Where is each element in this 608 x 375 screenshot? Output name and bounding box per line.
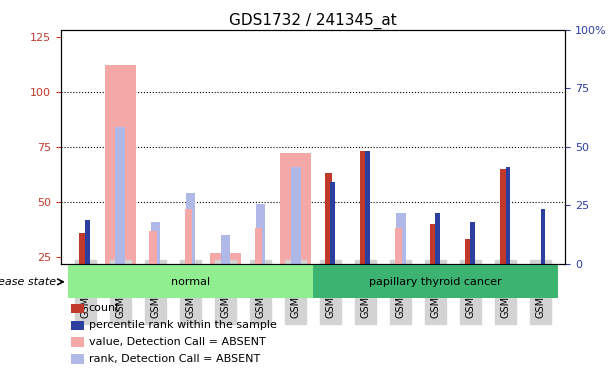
FancyBboxPatch shape (313, 266, 558, 298)
Bar (291, 166, 300, 264)
Bar (500, 169, 508, 264)
Bar (330, 182, 335, 264)
Bar (71, 304, 83, 313)
Bar (116, 127, 125, 264)
Bar (71, 338, 83, 347)
Text: count: count (89, 303, 120, 313)
Bar (471, 222, 475, 264)
Bar (255, 204, 266, 264)
Bar (71, 321, 83, 330)
Bar (465, 239, 472, 264)
Bar (105, 65, 136, 264)
Bar (541, 209, 545, 264)
Bar (221, 235, 230, 264)
Bar (71, 354, 83, 364)
Bar (280, 153, 311, 264)
Bar (255, 228, 262, 264)
Bar (210, 253, 241, 264)
Text: papillary thyroid cancer: papillary thyroid cancer (370, 277, 502, 287)
Bar (395, 228, 402, 264)
Bar (396, 213, 406, 264)
Text: value, Detection Call = ABSENT: value, Detection Call = ABSENT (89, 337, 265, 347)
Bar (430, 224, 438, 264)
FancyBboxPatch shape (68, 266, 313, 298)
Bar (80, 233, 87, 264)
Bar (185, 193, 195, 264)
Bar (435, 213, 440, 264)
Bar (325, 173, 333, 264)
Bar (85, 220, 90, 264)
Text: normal: normal (171, 277, 210, 287)
Bar (360, 151, 367, 264)
Text: rank, Detection Call = ABSENT: rank, Detection Call = ABSENT (89, 354, 260, 364)
Text: percentile rank within the sample: percentile rank within the sample (89, 320, 277, 330)
Bar (150, 231, 157, 264)
Text: disease state: disease state (0, 277, 56, 287)
Title: GDS1732 / 241345_at: GDS1732 / 241345_at (229, 12, 397, 28)
Bar (151, 222, 161, 264)
Bar (184, 209, 192, 264)
Bar (365, 151, 370, 264)
Bar (505, 166, 511, 264)
